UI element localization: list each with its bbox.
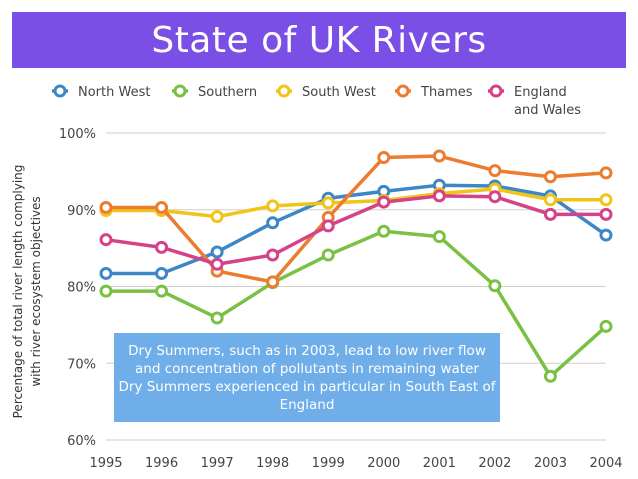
data-point	[599, 319, 613, 333]
x-tick-label: 1996	[145, 456, 178, 471]
x-tick-labels: 1995 1996 1997 1998 1999 2000 2001 2002 2003 2004	[89, 456, 622, 471]
data-point	[210, 245, 224, 259]
data-point	[99, 200, 113, 214]
data-point	[599, 193, 613, 207]
legend-item: North West	[52, 84, 150, 100]
legend: North West Southern South West Thames Englan…	[52, 84, 581, 118]
legend-label: England	[514, 85, 567, 100]
y-axis-label: Percentage of total river length complyi…	[11, 165, 43, 419]
series-england-and-wales	[99, 189, 613, 271]
data-point	[488, 164, 502, 178]
legend-label: Thames	[420, 85, 473, 100]
data-point	[266, 248, 280, 262]
legend-marker	[396, 84, 410, 98]
data-point	[321, 219, 335, 233]
x-tick-label: 1999	[312, 456, 345, 471]
data-point	[377, 195, 391, 209]
x-tick-label: 2000	[367, 456, 400, 471]
legend-label: and Wales	[514, 103, 581, 118]
legend-item: South West	[276, 84, 376, 100]
x-tick-label: 2002	[478, 456, 511, 471]
annotation-line: Dry Summers experienced in particular in…	[118, 378, 496, 395]
legend-item: Southern	[172, 84, 257, 100]
data-point	[321, 196, 335, 210]
annotation-line: Dry Summers, such as in 2003, lead to lo…	[128, 342, 486, 359]
x-tick-label: 2003	[534, 456, 567, 471]
data-point	[543, 369, 557, 383]
y-axis-label-line: with river ecosystem objectives	[29, 196, 43, 386]
data-point	[155, 284, 169, 298]
y-axis-label-line: Percentage of total river length complyi…	[11, 165, 25, 419]
chart-title: State of UK Rivers	[151, 19, 487, 61]
data-point	[488, 190, 502, 204]
title-bar: State of UK Rivers	[12, 12, 626, 68]
legend-marker	[173, 84, 187, 98]
series-line	[106, 229, 608, 379]
data-point	[432, 149, 446, 163]
y-tick-label: 90%	[67, 204, 96, 219]
series-line	[106, 154, 607, 284]
data-point	[543, 193, 557, 207]
data-point	[155, 240, 169, 254]
x-tick-label: 1995	[89, 456, 122, 471]
series-line	[106, 183, 608, 276]
annotation-box: Dry Summers, such as in 2003, lead to lo…	[114, 333, 500, 422]
data-point	[432, 189, 446, 203]
legend-label: South West	[302, 85, 376, 100]
data-point	[210, 257, 224, 271]
data-point	[543, 207, 557, 221]
data-point	[321, 248, 335, 262]
series-line	[106, 187, 606, 219]
legend-marker	[277, 84, 291, 98]
data-point	[99, 266, 113, 280]
series-lines	[99, 149, 613, 383]
series-line	[105, 194, 606, 266]
data-point	[377, 151, 391, 165]
data-point	[155, 266, 169, 280]
data-point	[210, 311, 224, 325]
legend-label: North West	[78, 85, 150, 100]
data-point	[266, 216, 280, 230]
data-point	[99, 233, 113, 247]
y-tick-label: 70%	[67, 357, 96, 372]
legend-item: Thames	[395, 84, 473, 100]
y-tick-label: 60%	[67, 434, 96, 449]
x-tick-label: 1998	[256, 456, 289, 471]
x-tick-label: 2004	[589, 456, 622, 471]
gridlines	[106, 132, 606, 441]
annotation-line: England	[279, 396, 335, 413]
data-point	[377, 224, 391, 238]
y-tick-label: 80%	[67, 281, 96, 296]
legend-label: Southern	[198, 85, 257, 100]
data-point	[599, 207, 613, 221]
data-point	[543, 170, 557, 184]
data-point	[99, 284, 113, 298]
x-tick-label: 2001	[423, 456, 456, 471]
y-tick-labels: 60% 70% 80% 90% 100%	[59, 127, 96, 449]
legend-marker	[53, 84, 67, 98]
data-point	[432, 230, 446, 244]
x-tick-label: 1997	[201, 456, 234, 471]
data-point	[210, 210, 224, 224]
legend-item: England and Wales	[488, 84, 581, 118]
series-thames	[99, 149, 613, 289]
data-point	[266, 199, 280, 213]
legend-marker	[489, 84, 503, 98]
series-southern	[99, 224, 613, 383]
data-point	[266, 275, 280, 289]
data-point	[488, 279, 502, 293]
data-point	[599, 228, 613, 242]
annotation-line: and concentration of pollutants in remai…	[135, 360, 479, 377]
data-point	[155, 200, 169, 214]
y-tick-label: 100%	[59, 127, 96, 142]
data-point	[599, 166, 613, 180]
